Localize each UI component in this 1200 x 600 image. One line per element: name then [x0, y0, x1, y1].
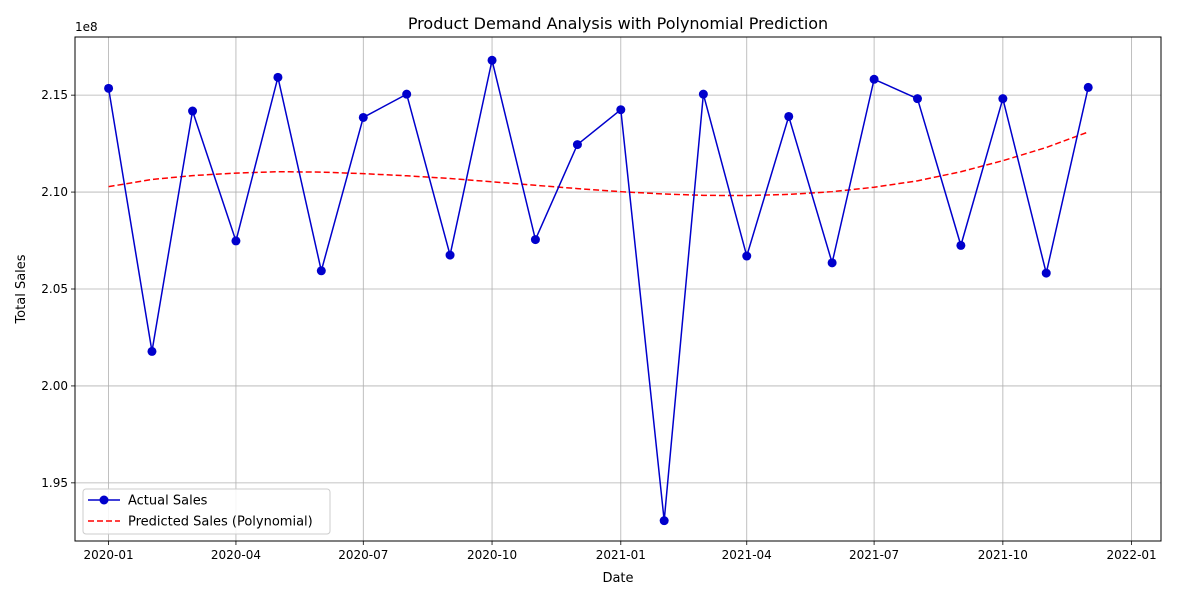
grid-layer [75, 37, 1161, 541]
legend-actual-label: Actual Sales [128, 494, 208, 509]
chart-title: Product Demand Analysis with Polynomial … [408, 14, 828, 33]
actual-sales-point [445, 250, 455, 260]
actual-sales-point [956, 240, 966, 250]
y-tick-label: 1.95 [41, 476, 68, 490]
actual-sales-point [912, 94, 922, 104]
y-tick-label: 2.05 [41, 282, 68, 296]
actual-sales-point [402, 89, 412, 99]
series-predicted-line [108, 131, 1089, 197]
x-tick-label: 2020-07 [338, 548, 388, 562]
tick-layer: 2020-01 2020-04 2020-07 2020-10 2021-01 2021-… [41, 88, 1156, 562]
actual-sales-point [231, 236, 241, 246]
actual-sales-point [1083, 82, 1093, 92]
y-axis-multiplier: 1e8 [75, 20, 98, 34]
legend-actual-marker [99, 495, 109, 505]
actual-sales-point [616, 105, 626, 115]
actual-sales-point [572, 140, 582, 150]
actual-sales-point [827, 258, 837, 268]
actual-sales-point [316, 266, 326, 276]
x-tick-label: 2021-04 [722, 548, 772, 562]
x-tick-label: 2021-10 [978, 548, 1028, 562]
y-tick-label: 2.00 [41, 379, 68, 393]
actual-sales-point [104, 83, 114, 93]
y-tick-label: 2.15 [41, 88, 68, 102]
actual-sales-point [869, 74, 879, 84]
x-tick-label: 2020-01 [84, 548, 134, 562]
actual-sales-point [487, 55, 497, 65]
actual-sales-point [188, 106, 198, 116]
y-tick-label: 2.10 [41, 185, 68, 199]
x-tick-label: 2021-01 [596, 548, 646, 562]
y-axis-label: Total Sales [14, 254, 29, 324]
actual-sales-point [742, 251, 752, 261]
actual-sales-point [147, 346, 157, 356]
actual-sales-point [1041, 268, 1051, 278]
actual-sales-point [273, 72, 283, 82]
x-tick-label: 2021-07 [849, 548, 899, 562]
legend: Actual Sales Predicted Sales (Polynomial… [82, 488, 331, 535]
actual-sales-point [698, 89, 708, 99]
actual-sales-point [998, 94, 1008, 104]
x-axis-label: Date [602, 571, 633, 586]
x-tick-label: 2020-04 [211, 548, 261, 562]
x-tick-label: 2020-10 [467, 548, 517, 562]
x-tick-label: 2022-01 [1107, 548, 1157, 562]
actual-sales-point [358, 112, 368, 122]
actual-sales-point [784, 111, 794, 121]
actual-sales-point [530, 235, 540, 245]
series-actual-line [107, 60, 1089, 521]
actual-sales-point [659, 516, 669, 526]
series-layer [104, 55, 1093, 526]
legend-predicted-label: Predicted Sales (Polynomial) [128, 515, 313, 530]
legend-box [82, 488, 331, 535]
